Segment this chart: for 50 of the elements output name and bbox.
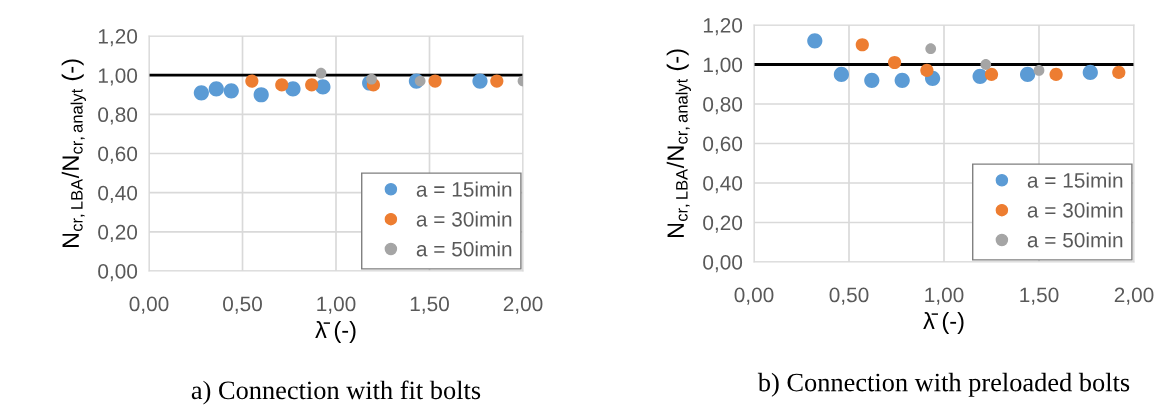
- y-tick-label: 1,20: [703, 18, 743, 36]
- y-tick-label: 0,40: [703, 176, 743, 194]
- legend-label: a = 30imin: [416, 211, 512, 227]
- y-tick-label: 0,80: [703, 97, 743, 115]
- y-tick-label: 1,00: [703, 57, 743, 75]
- x-tick-label: 0,50: [223, 296, 262, 314]
- legend-label: a = 50imin: [416, 241, 512, 257]
- point: [253, 87, 269, 103]
- point: [245, 74, 259, 88]
- x-tick-label: 1,50: [1020, 287, 1059, 305]
- text: b) Connection with preloaded bolts: [757, 372, 1130, 397]
- x-axis-title: λ̄ (-): [315, 320, 356, 343]
- x-tick-label: 0,00: [129, 296, 169, 314]
- x-axis-title: λ̄ (-): [923, 311, 964, 334]
- point: [472, 73, 488, 89]
- y-tick-label: 1,20: [98, 29, 138, 47]
- x-tick-label: 1,00: [317, 296, 356, 314]
- point: [305, 78, 319, 92]
- legend-label: a = 50imin: [1027, 232, 1123, 248]
- point: [315, 67, 327, 79]
- point: [223, 83, 239, 99]
- point: [428, 74, 442, 88]
- legend-label: a = 15imin: [1027, 172, 1123, 188]
- x-tick-label: 0,50: [829, 287, 869, 305]
- point: [490, 74, 504, 88]
- point: [208, 81, 224, 97]
- y-axis-title: N$_{cr,LBA}$/N$_{cr,analyt}$ (-): [61, 59, 86, 248]
- y-tick-label: 0,80: [98, 107, 138, 125]
- legend-label: a = 30imin: [1027, 202, 1123, 218]
- x-tick-label: 0,00: [734, 287, 774, 305]
- y-tick-label: 1,00: [98, 68, 138, 86]
- text: a) Connection with fit bolts: [191, 380, 481, 405]
- x-tick-label: 2,00: [1114, 287, 1154, 305]
- point: [275, 78, 289, 92]
- y-tick-label: 0,20: [98, 224, 138, 243]
- point: [414, 75, 426, 87]
- y-tick-label: 0,60: [98, 146, 138, 164]
- x-tick-label: 1,00: [925, 287, 964, 305]
- y-tick-label: 0,00: [98, 264, 138, 282]
- legend-label: a = 15imin: [416, 181, 512, 197]
- x-tick-label: 2,00: [503, 296, 543, 314]
- point: [193, 85, 209, 101]
- point: [285, 81, 301, 97]
- y-axis-title: N$_{cr,LBA}$/N$_{cr,analyt}$ (-): [666, 49, 691, 238]
- y-tick-label: 0,40: [98, 185, 138, 203]
- x-tick-label: 1,50: [410, 296, 449, 314]
- y-tick-label: 0,20: [703, 215, 743, 233]
- y-tick-label: 0,00: [703, 255, 743, 273]
- y-tick-label: 0,60: [703, 136, 743, 154]
- point: [366, 73, 377, 85]
